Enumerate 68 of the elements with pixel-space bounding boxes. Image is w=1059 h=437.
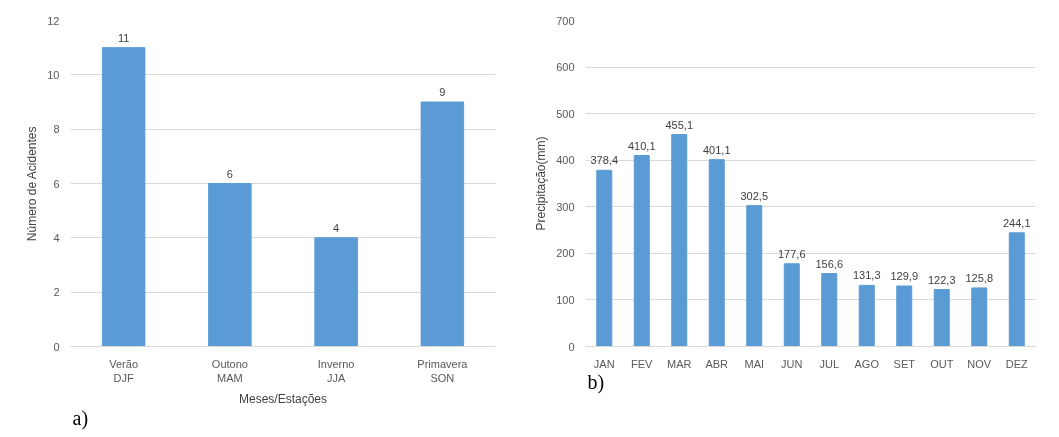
- y-tick-label: 10: [47, 68, 60, 81]
- x-tick-label: MAR: [667, 357, 692, 370]
- data-label: 156,6: [815, 257, 844, 270]
- y-tick-label: 12: [47, 14, 60, 27]
- bar: [821, 273, 838, 347]
- x-tick-label: AGO: [854, 357, 880, 370]
- bar: [971, 287, 988, 347]
- bar: [858, 284, 875, 347]
- bar: [746, 205, 763, 347]
- data-label: 302,5: [740, 189, 769, 202]
- y-tick-label: 600: [556, 61, 575, 74]
- x-tick-label: FEV: [631, 357, 654, 370]
- data-label: 378,4: [590, 154, 619, 167]
- data-label: 4: [333, 221, 340, 234]
- y-tick-label: 2: [53, 286, 60, 299]
- y-tick-label: 8: [53, 123, 60, 136]
- data-label: 455,1: [665, 118, 694, 131]
- bar: [783, 263, 800, 347]
- y-tick-label: 100: [556, 293, 575, 306]
- data-label: 9: [439, 86, 446, 98]
- data-label: 401,1: [702, 143, 731, 156]
- x-tick-label: NOV: [967, 357, 992, 370]
- x-tick-label: DEZ: [1005, 357, 1029, 370]
- bar: [896, 285, 913, 347]
- y-tick-label: 6: [53, 177, 60, 190]
- data-label: 6: [226, 167, 233, 180]
- data-label: 125,8: [965, 271, 994, 284]
- data-label: 131,3: [852, 269, 881, 282]
- data-label: 177,6: [777, 247, 806, 260]
- x-tick-label: JUN: [781, 357, 803, 370]
- y-tick-label: 300: [556, 200, 575, 213]
- text: a): [72, 406, 89, 430]
- text: b): [587, 370, 605, 394]
- bar: [1008, 232, 1025, 347]
- y-tick-label: 0: [568, 340, 575, 353]
- x-tick-label: OUT: [930, 357, 954, 370]
- bar: [633, 155, 650, 347]
- x-tick-label: SET: [893, 357, 916, 370]
- x-tick-label: MAI: [744, 357, 765, 370]
- x-tick-label: Primavera SON: [417, 357, 469, 384]
- bar: [596, 169, 613, 347]
- data-label: 122,3: [927, 273, 956, 286]
- bar: [420, 101, 465, 347]
- x-axis-title: Meses/Estações: [238, 391, 328, 406]
- y-axis-title: Precipitação(mm): [534, 136, 549, 231]
- y-tick-label: 0: [53, 340, 60, 353]
- bar: [708, 159, 725, 347]
- data-label: 410,1: [627, 139, 656, 152]
- x-tick-label: ABR: [705, 357, 729, 370]
- y-tick-label: 700: [556, 14, 575, 27]
- data-label: 129,9: [890, 270, 919, 282]
- x-tick-label: JAN: [593, 357, 615, 370]
- data-label: 244,1: [1002, 216, 1031, 229]
- bar: [208, 183, 252, 347]
- x-tick-label: Inverno JJA: [317, 357, 355, 384]
- y-tick-label: 4: [53, 231, 60, 244]
- y-tick-label: 200: [556, 247, 575, 260]
- y-axis-title: Número de Acidentes: [25, 126, 40, 242]
- x-tick-label: Verão DJF: [109, 357, 138, 384]
- bar: [671, 134, 688, 347]
- y-tick-label: 400: [556, 154, 575, 167]
- y-tick-label: 500: [556, 107, 575, 120]
- bar: [314, 237, 358, 347]
- data-label: 11: [117, 31, 130, 44]
- bar: [101, 47, 146, 347]
- x-tick-label: Outono MAM: [211, 357, 248, 384]
- x-tick-label: JUL: [819, 357, 840, 370]
- bar: [933, 289, 950, 347]
